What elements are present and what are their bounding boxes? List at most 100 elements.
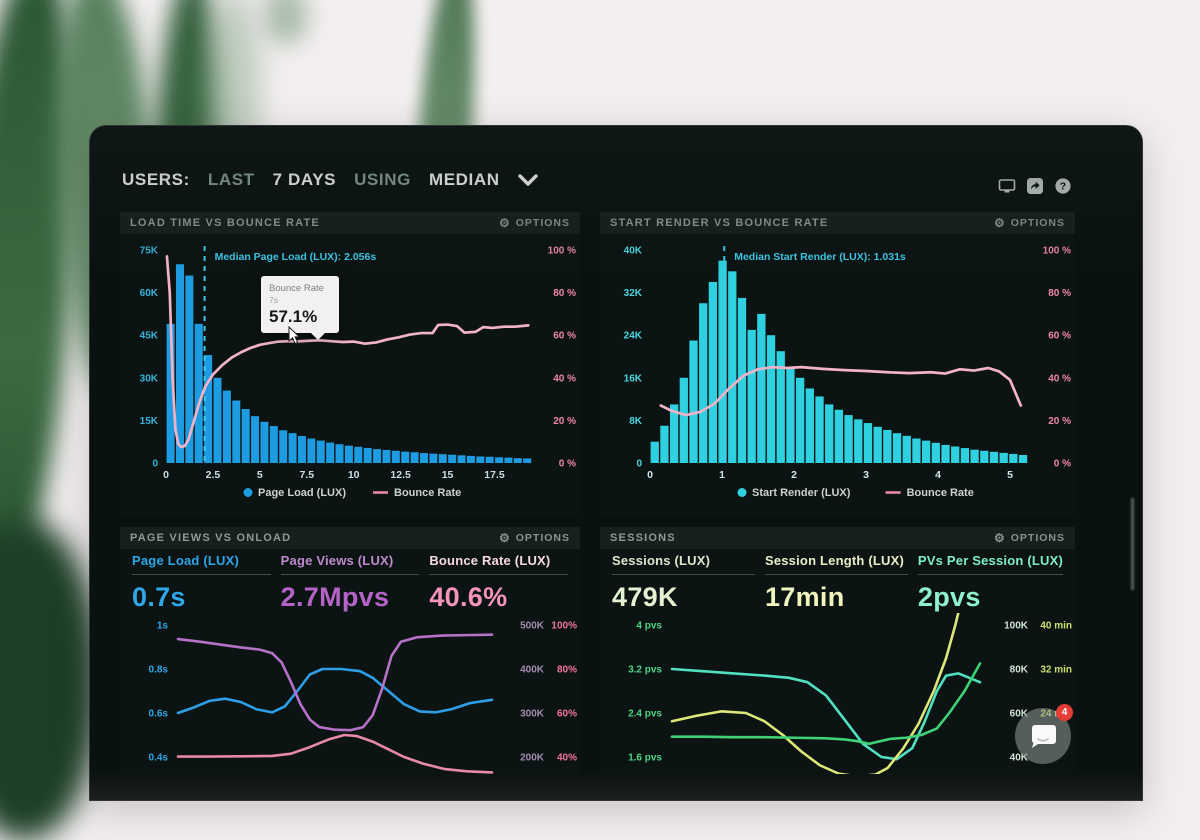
svg-text:24K: 24K bbox=[624, 331, 643, 342]
dashboard-title-dropdown[interactable]: USERS: LAST 7 DAYS USING MEDIAN bbox=[122, 170, 538, 190]
options-button[interactable]: ⚙ OPTIONS bbox=[498, 531, 570, 545]
panel-title: SESSIONS bbox=[610, 532, 676, 544]
header-icons: ? bbox=[998, 178, 1072, 194]
svg-text:2: 2 bbox=[791, 469, 797, 481]
plant-leaf bbox=[0, 520, 100, 840]
svg-text:5: 5 bbox=[257, 469, 263, 481]
svg-text:40%: 40% bbox=[557, 753, 577, 764]
svg-text:40K: 40K bbox=[624, 246, 643, 257]
svg-text:5: 5 bbox=[1007, 469, 1013, 481]
svg-text:4 pvs: 4 pvs bbox=[636, 621, 662, 632]
svg-text:10: 10 bbox=[348, 469, 360, 481]
svg-text:3.2 pvs: 3.2 pvs bbox=[628, 665, 662, 676]
options-button[interactable]: ⚙ OPTIONS bbox=[993, 216, 1065, 230]
svg-text:0.4s: 0.4s bbox=[149, 753, 169, 764]
svg-text:20 %: 20 % bbox=[553, 416, 576, 427]
svg-text:3: 3 bbox=[863, 469, 869, 481]
svg-text:2.5: 2.5 bbox=[206, 469, 221, 481]
svg-text:200K: 200K bbox=[520, 753, 545, 764]
sessions-line-chart: 4 pvs 3.2 pvs 2.4 pvs 1.6 pvs 100K 80K 60K 40K 4… bbox=[628, 613, 1072, 778]
share-icon[interactable] bbox=[1026, 178, 1044, 194]
load-time-histogram-chart: 75K 60K 45K 30K 15K 0 100 % 80 % 60 % 40 % 20 % 0 %… bbox=[140, 246, 576, 500]
gear-icon: ⚙ bbox=[993, 531, 1006, 545]
svg-text:60%: 60% bbox=[557, 709, 577, 720]
panel-load-time-vs-bounce-rate: LOAD TIME VS BOUNCE RATE ⚙ OPTIONS 75K 60… bbox=[120, 212, 580, 515]
bezel-reflection bbox=[1131, 498, 1134, 590]
metrics-row: Sessions (LUX) 479K Session Length (LUX)… bbox=[600, 553, 1075, 613]
svg-text:40 %: 40 % bbox=[553, 373, 576, 384]
svg-text:Median Page Load (LUX): 2.056s: Median Page Load (LUX): 2.056s bbox=[215, 251, 377, 263]
svg-text:0 %: 0 % bbox=[1054, 459, 1071, 470]
display-icon[interactable] bbox=[998, 178, 1016, 194]
laptop-hinge bbox=[90, 774, 1142, 800]
metric-bounce-rate: Bounce Rate (LUX) 40.6% bbox=[429, 553, 568, 613]
chat-unread-badge: 4 bbox=[1056, 704, 1073, 721]
svg-text:32K: 32K bbox=[624, 288, 643, 299]
metric-session-length: Session Length (LUX) 17min bbox=[764, 553, 908, 613]
panel-header: LOAD TIME VS BOUNCE RATE ⚙ OPTIONS bbox=[120, 212, 580, 234]
photo-background bbox=[0, 0, 486, 840]
svg-text:300K: 300K bbox=[520, 709, 545, 720]
svg-text:12.5: 12.5 bbox=[390, 469, 411, 481]
options-button[interactable]: ⚙ OPTIONS bbox=[498, 216, 570, 230]
svg-text:40K: 40K bbox=[1010, 753, 1029, 764]
svg-text:30K: 30K bbox=[140, 373, 159, 384]
svg-text:1.6 pvs: 1.6 pvs bbox=[628, 753, 662, 764]
svg-text:80%: 80% bbox=[557, 665, 577, 676]
panel-sessions: SESSIONS ⚙ OPTIONS Sessions (LUX) 479K S… bbox=[600, 527, 1075, 800]
svg-text:15: 15 bbox=[442, 469, 454, 481]
metrics-row: Page Load (LUX) 0.7s Page Views (LUX) 2.… bbox=[120, 553, 580, 613]
gear-icon: ⚙ bbox=[498, 531, 511, 545]
svg-text:1: 1 bbox=[719, 469, 725, 481]
panel-title: PAGE VIEWS VS ONLOAD bbox=[130, 532, 292, 544]
help-icon[interactable]: ? bbox=[1054, 178, 1072, 194]
svg-text:0: 0 bbox=[636, 459, 642, 470]
svg-text:60K: 60K bbox=[140, 288, 159, 299]
title-using: USING bbox=[354, 170, 411, 189]
svg-text:Median Start Render (LUX): 1.0: Median Start Render (LUX): 1.031s bbox=[734, 251, 906, 263]
svg-text:100%: 100% bbox=[551, 621, 577, 632]
svg-text:40 %: 40 % bbox=[1048, 373, 1071, 384]
metric-underline bbox=[612, 574, 755, 575]
svg-text:1s: 1s bbox=[157, 621, 169, 632]
panel-page-views-vs-onload: PAGE VIEWS VS ONLOAD ⚙ OPTIONS Page Load… bbox=[120, 527, 580, 800]
svg-text:75K: 75K bbox=[140, 246, 159, 257]
svg-text:60K: 60K bbox=[1010, 709, 1029, 720]
svg-text:100 %: 100 % bbox=[548, 246, 576, 257]
metric-underline bbox=[429, 574, 568, 575]
chat-launcher-button[interactable]: 4 bbox=[1015, 704, 1073, 764]
bounce-rate-tooltip: Bounce Rate 7s 57.1% bbox=[261, 276, 339, 340]
metric-pvs-per-session: PVs Per Session (LUX) 2pvs bbox=[917, 553, 1063, 612]
metric-sessions: Sessions (LUX) 479K bbox=[612, 553, 755, 613]
metric-underline bbox=[917, 574, 1063, 575]
svg-text:16K: 16K bbox=[624, 373, 643, 384]
svg-text:60 %: 60 % bbox=[1048, 331, 1071, 342]
title-median: MEDIAN bbox=[428, 170, 500, 189]
panel-header: PAGE VIEWS VS ONLOAD ⚙ OPTIONS bbox=[120, 527, 580, 549]
gear-icon: ⚙ bbox=[498, 216, 511, 230]
svg-text:60 %: 60 % bbox=[553, 331, 576, 342]
svg-text:2.4 pvs: 2.4 pvs bbox=[628, 709, 662, 720]
svg-text:7.5: 7.5 bbox=[299, 469, 314, 481]
options-button[interactable]: ⚙ OPTIONS bbox=[993, 531, 1065, 545]
svg-text:45K: 45K bbox=[140, 331, 159, 342]
svg-text:4: 4 bbox=[935, 469, 941, 481]
svg-text:0.6s: 0.6s bbox=[149, 709, 169, 720]
svg-text:0: 0 bbox=[163, 469, 169, 481]
title-last: LAST bbox=[207, 170, 255, 189]
gear-icon: ⚙ bbox=[993, 216, 1006, 230]
svg-text:32 min: 32 min bbox=[1040, 665, 1072, 676]
svg-text:15K: 15K bbox=[140, 416, 159, 427]
svg-text:?: ? bbox=[1060, 181, 1066, 193]
svg-text:Bounce Rate: Bounce Rate bbox=[907, 487, 974, 499]
svg-text:0: 0 bbox=[647, 469, 653, 481]
panel-header: SESSIONS ⚙ OPTIONS bbox=[600, 527, 1075, 549]
metric-page-load: Page Load (LUX) 0.7s bbox=[132, 553, 271, 613]
svg-text:500K: 500K bbox=[520, 621, 545, 632]
svg-text:80 %: 80 % bbox=[1048, 288, 1071, 299]
svg-text:0 %: 0 % bbox=[559, 459, 576, 470]
panel-start-render-vs-bounce-rate: START RENDER VS BOUNCE RATE ⚙ OPTIONS 40… bbox=[600, 212, 1075, 515]
chevron-down-icon bbox=[517, 173, 538, 186]
svg-text:17.5: 17.5 bbox=[484, 469, 505, 481]
start-render-histogram-chart: 40K 32K 24K 16K 8K 0 100 % 80 % 60 % 40 % 20 % 0 % 0… bbox=[624, 246, 1071, 500]
